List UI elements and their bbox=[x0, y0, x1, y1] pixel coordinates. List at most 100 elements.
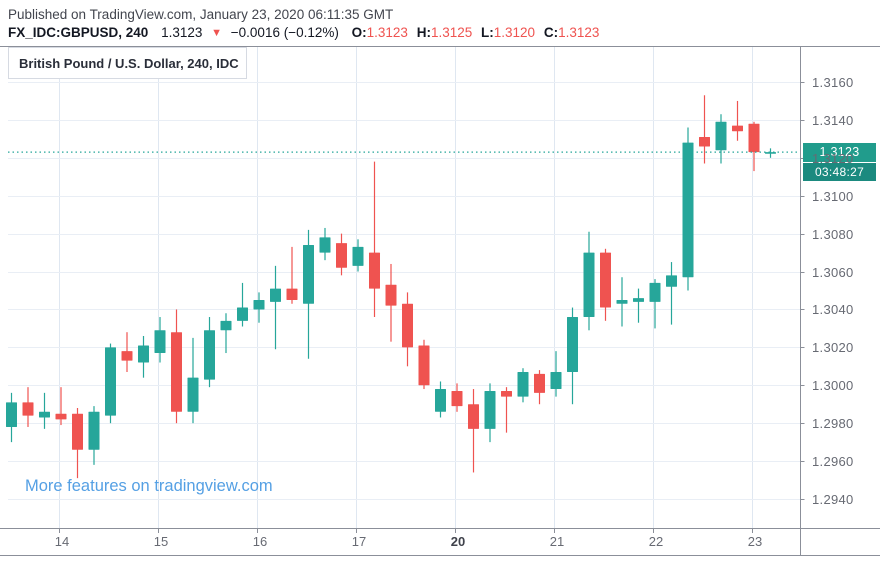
candle[interactable] bbox=[633, 288, 644, 323]
candle[interactable] bbox=[154, 317, 166, 363]
candle[interactable] bbox=[352, 239, 364, 272]
candle[interactable] bbox=[484, 383, 496, 443]
candle[interactable] bbox=[517, 368, 529, 403]
candle-body bbox=[583, 252, 595, 318]
candle[interactable] bbox=[369, 161, 380, 318]
candle[interactable] bbox=[699, 95, 710, 164]
price-axis-label: 1.3080 bbox=[812, 226, 854, 242]
candle[interactable] bbox=[765, 148, 776, 158]
candle[interactable] bbox=[715, 114, 727, 164]
candle-body bbox=[121, 351, 133, 361]
last-price-badge: 1.3123 bbox=[803, 142, 876, 162]
candle[interactable] bbox=[501, 387, 512, 433]
candle-body bbox=[468, 404, 479, 429]
candle[interactable] bbox=[270, 265, 281, 350]
price-change: −0.0016 (−0.12%) bbox=[230, 25, 339, 40]
candle-body bbox=[286, 288, 298, 300]
candle[interactable] bbox=[682, 127, 694, 291]
price-axis[interactable]: 1.3123 03:48:27 1.3160 1.3140 1.3120 1.3100… bbox=[800, 47, 880, 528]
candle[interactable] bbox=[550, 351, 562, 397]
candle[interactable] bbox=[138, 335, 149, 378]
candle[interactable] bbox=[468, 389, 479, 473]
chart-legend-box: British Pound / U.S. Dollar, 240, IDC bbox=[8, 47, 247, 79]
candle[interactable] bbox=[402, 292, 413, 367]
chart-legend-title: British Pound / U.S. Dollar, 240, IDC bbox=[19, 55, 239, 71]
candle[interactable] bbox=[253, 292, 265, 323]
price-axis-label: 1.3120 bbox=[812, 150, 854, 166]
candle[interactable] bbox=[22, 387, 34, 427]
candle[interactable] bbox=[187, 337, 199, 424]
candle-body bbox=[138, 345, 149, 363]
candle-body bbox=[517, 371, 529, 397]
candle-body bbox=[336, 243, 347, 268]
candle[interactable] bbox=[583, 231, 595, 331]
price-axis-label: 1.2980 bbox=[812, 415, 854, 431]
candle-body bbox=[682, 142, 694, 278]
candle[interactable] bbox=[303, 229, 314, 359]
candle-body bbox=[451, 390, 463, 407]
candle[interactable] bbox=[534, 370, 545, 405]
candle[interactable] bbox=[336, 233, 347, 276]
candle[interactable] bbox=[39, 392, 50, 429]
candle-body bbox=[22, 402, 34, 416]
candle[interactable] bbox=[567, 307, 578, 405]
candle-body bbox=[237, 307, 248, 321]
tradingview-watermark-link[interactable]: More features on tradingview.com bbox=[25, 477, 273, 495]
candle-body bbox=[6, 402, 17, 427]
candle-body bbox=[550, 371, 562, 390]
symbol-status-line: FX_IDC:GBPUSD, 240 1.3123 ▼ −0.0016 (−0.… bbox=[8, 25, 599, 40]
price-axis-label: 1.3000 bbox=[812, 377, 854, 393]
candle-body bbox=[187, 377, 199, 412]
candle-body bbox=[402, 303, 413, 348]
candle-body bbox=[39, 411, 50, 418]
candle[interactable] bbox=[171, 309, 182, 424]
candle-body bbox=[501, 390, 512, 397]
candle[interactable] bbox=[385, 263, 397, 342]
candle-body bbox=[385, 284, 397, 306]
candle[interactable] bbox=[748, 121, 760, 172]
time-axis-label: 14 bbox=[54, 534, 70, 549]
candle-body bbox=[72, 413, 83, 450]
price-axis-label: 1.3040 bbox=[812, 301, 854, 317]
candle[interactable] bbox=[451, 383, 463, 412]
low-label: L: bbox=[481, 25, 494, 40]
candle[interactable] bbox=[6, 392, 17, 443]
close-label: C: bbox=[543, 25, 559, 40]
open-label: O: bbox=[351, 25, 367, 40]
candle[interactable] bbox=[121, 332, 133, 372]
candle[interactable] bbox=[600, 248, 611, 321]
candle[interactable] bbox=[319, 227, 331, 261]
time-axis-label: 22 bbox=[648, 534, 664, 549]
candle-body bbox=[649, 282, 661, 302]
candle-body bbox=[352, 246, 364, 266]
candle[interactable] bbox=[105, 343, 116, 424]
candle[interactable] bbox=[649, 279, 661, 329]
candle[interactable] bbox=[616, 277, 628, 327]
published-line: Published on TradingView.com, January 23… bbox=[8, 7, 394, 22]
candle[interactable] bbox=[435, 381, 446, 418]
candle[interactable] bbox=[732, 100, 743, 141]
close-value: 1.3123 bbox=[558, 25, 600, 40]
candle-body bbox=[253, 299, 265, 310]
candle[interactable] bbox=[88, 406, 100, 465]
symbol-name: FX_IDC:GBPUSD, 240 bbox=[8, 25, 149, 40]
candle-body bbox=[567, 317, 578, 372]
candle[interactable] bbox=[418, 339, 430, 390]
candle-body bbox=[55, 413, 67, 420]
candle[interactable] bbox=[237, 282, 248, 327]
candle-body bbox=[666, 275, 677, 287]
candle-body bbox=[748, 123, 760, 153]
price-axis-label: 1.3100 bbox=[812, 188, 854, 204]
time-axis[interactable]: 14 15 16 17 20 21 22 23 bbox=[0, 528, 800, 556]
candle[interactable] bbox=[666, 262, 677, 325]
candle[interactable] bbox=[220, 313, 232, 354]
time-axis-label: 20 bbox=[450, 534, 466, 549]
candle[interactable] bbox=[204, 317, 215, 388]
candle[interactable] bbox=[286, 246, 298, 304]
candle-body bbox=[303, 245, 314, 304]
candle[interactable] bbox=[72, 408, 83, 479]
candle-body bbox=[418, 345, 430, 386]
price-axis-label: 1.3020 bbox=[812, 339, 854, 355]
candle[interactable] bbox=[55, 387, 67, 426]
